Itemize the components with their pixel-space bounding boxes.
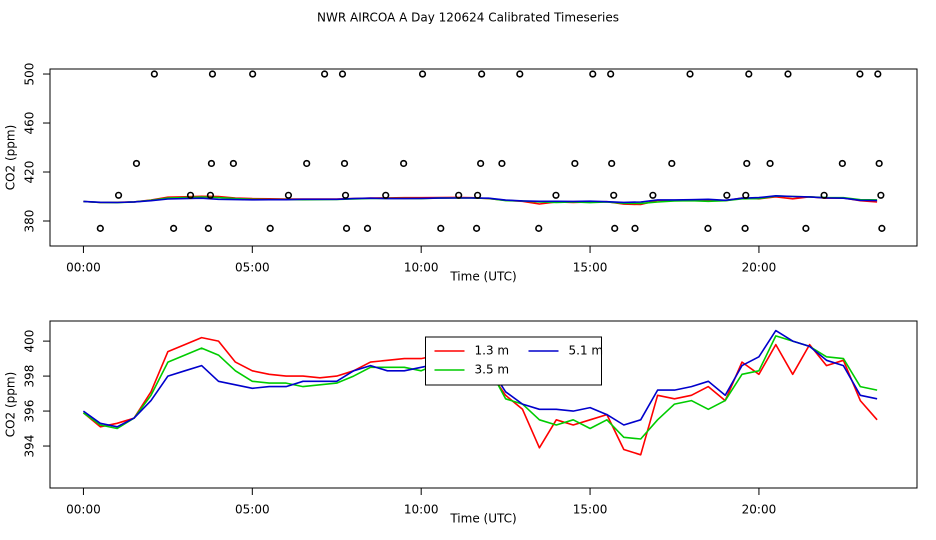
point [229, 159, 237, 168]
y-tick-label: 398 [23, 365, 37, 388]
y-tick-label: 380 [23, 210, 37, 233]
point [455, 191, 463, 199]
point [266, 224, 274, 232]
point [607, 70, 615, 78]
point [743, 159, 751, 168]
point [608, 159, 616, 168]
y-tick-label: 396 [23, 400, 37, 423]
point [206, 191, 215, 199]
legend-label: 3.5 m [475, 363, 510, 377]
point [341, 191, 350, 199]
point [877, 191, 885, 199]
panel: 00:00 05:00 10:00 15:00 20:00 Time (UTC) 394 39… [4, 320, 918, 526]
legend-box [425, 336, 602, 386]
x-tick-label: 20:00 [742, 503, 777, 517]
point [589, 70, 597, 78]
point [649, 191, 657, 199]
legend-label: 1.3 m [475, 344, 510, 358]
y-tick-label: 500 [23, 63, 37, 86]
point [96, 224, 104, 232]
point [208, 70, 217, 78]
x-tick-label: 15:00 [573, 503, 608, 517]
point [342, 224, 351, 232]
x-tick-label: 15:00 [573, 261, 608, 275]
point [610, 191, 618, 199]
x-tick-label: 00:00 [66, 503, 101, 517]
point [303, 159, 311, 168]
y-tick-label: 394 [23, 435, 37, 458]
point [498, 159, 506, 168]
point [473, 191, 482, 199]
point [249, 70, 257, 78]
legend-label: 5.1 m [569, 344, 604, 358]
point [611, 224, 619, 232]
point [186, 191, 195, 199]
point [207, 159, 216, 168]
page-title: NWR AIRCOA A Day 120624 Calibrated Times… [317, 11, 619, 25]
x-tick-label: 10:00 [404, 503, 439, 517]
x-tick-label: 05:00 [235, 261, 270, 275]
x-tick-label: 05:00 [235, 503, 270, 517]
point [516, 70, 524, 78]
y-tick-label: 460 [23, 112, 37, 135]
point [704, 224, 712, 232]
x-tick-label: 10:00 [404, 261, 439, 275]
point [668, 159, 676, 168]
y-axis-label: CO2 (ppm) [4, 372, 18, 438]
point [170, 224, 178, 232]
point [338, 70, 347, 78]
x-tick-label: 20:00 [742, 261, 777, 275]
y-tick-label: 400 [23, 330, 37, 353]
point [400, 159, 408, 168]
point [477, 159, 485, 168]
point [741, 224, 749, 232]
point [802, 224, 810, 232]
point [472, 224, 481, 232]
point [320, 70, 329, 78]
point [686, 70, 694, 78]
point [382, 191, 390, 199]
point [631, 224, 639, 232]
point [478, 70, 486, 78]
x-tick-label: 00:00 [66, 261, 101, 275]
point [552, 191, 560, 199]
point [114, 191, 123, 199]
point [745, 70, 753, 78]
point [878, 224, 886, 232]
legend: 1.3 m 3.5 m 5.1 m [425, 336, 604, 386]
point [820, 191, 828, 199]
point [204, 224, 213, 232]
point [363, 224, 372, 232]
panel: 00:00 05:00 10:00 15:00 20:00 Time (UTC) 380 42… [4, 63, 918, 284]
point [723, 191, 731, 199]
y-tick-label: 420 [23, 161, 37, 184]
point [132, 159, 141, 168]
y-axis-label: CO2 (ppm) [4, 125, 18, 191]
point [150, 70, 158, 78]
point [874, 70, 882, 78]
point [340, 159, 349, 168]
x-axis-label: Time (UTC) [449, 512, 516, 526]
point [856, 70, 864, 78]
point [742, 191, 750, 199]
point [766, 159, 774, 168]
point [571, 159, 579, 168]
point [838, 159, 846, 168]
point [284, 191, 293, 199]
point [535, 224, 543, 232]
point [418, 70, 427, 78]
point [437, 224, 445, 232]
point [875, 159, 883, 168]
x-axis-label: Time (UTC) [449, 270, 516, 284]
point [784, 70, 792, 78]
